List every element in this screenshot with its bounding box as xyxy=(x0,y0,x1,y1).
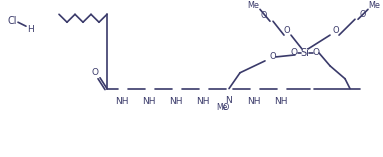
Text: N: N xyxy=(226,96,232,105)
Text: NH: NH xyxy=(247,97,261,106)
Text: O: O xyxy=(360,10,367,19)
Text: O: O xyxy=(223,103,229,112)
Text: O: O xyxy=(260,11,267,20)
Text: O: O xyxy=(333,26,339,35)
Text: Me: Me xyxy=(368,1,380,10)
Text: Me: Me xyxy=(247,1,259,10)
Text: NH: NH xyxy=(115,97,129,106)
Text: Me: Me xyxy=(216,103,228,112)
Text: H: H xyxy=(27,25,33,34)
Text: NH: NH xyxy=(142,97,156,106)
Text: NH: NH xyxy=(274,97,288,106)
Text: O: O xyxy=(92,68,98,77)
Text: NH: NH xyxy=(169,97,183,106)
Text: Si: Si xyxy=(301,48,309,58)
Text: O: O xyxy=(290,49,298,57)
Text: O: O xyxy=(270,52,277,61)
Text: Cl: Cl xyxy=(7,16,17,26)
Text: O: O xyxy=(313,49,319,57)
Text: O: O xyxy=(284,26,290,35)
Text: NH: NH xyxy=(196,97,210,106)
